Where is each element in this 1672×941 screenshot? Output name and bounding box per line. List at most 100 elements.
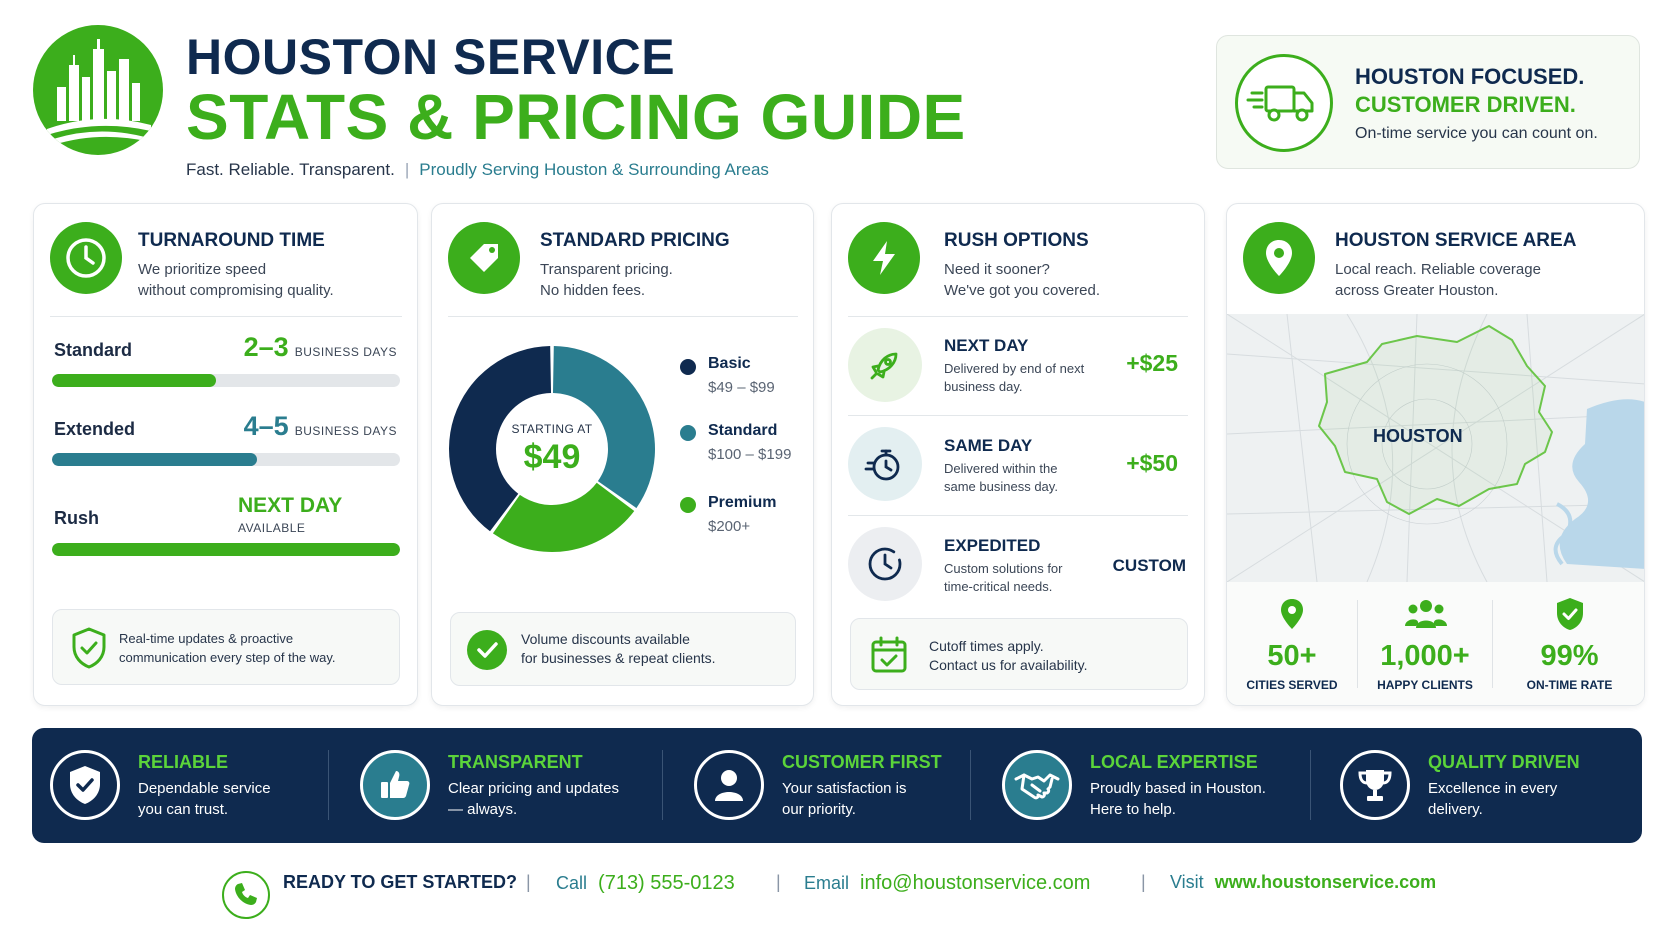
footer-separator: | [776, 872, 781, 892]
turnaround-subtitle-line1: We prioritize speed [138, 261, 267, 278]
turnaround-note-text: Real-time updates & proactive communicat… [119, 629, 336, 667]
footer-call[interactable]: Call (713) 555-0123 [556, 872, 735, 895]
pricing-note: Volume discounts available for businesse… [450, 612, 796, 686]
value-desc-line1: Dependable service [138, 780, 271, 797]
map-pin-icon [1279, 598, 1305, 635]
pricing-note-line1: Volume discounts available [521, 631, 690, 647]
focus-text: On-time service you can count on. [1355, 125, 1598, 142]
trophy-icon [1340, 750, 1410, 820]
houston-map[interactable]: HOUSTON [1227, 314, 1644, 582]
shield-check-icon [50, 750, 120, 820]
focus-subheading: CUSTOMER DRIVEN. [1355, 92, 1576, 117]
legend-name: Basic [708, 355, 751, 372]
turnaround-note-line1: Real-time updates & proactive [119, 631, 294, 646]
pricing-subtitle: Transparent pricing. No hidden fees. [540, 259, 673, 301]
pricing-note-line2: for businesses & repeat clients. [521, 650, 716, 666]
stat-divider [1357, 600, 1358, 688]
footer-email[interactable]: Email info@houstonservice.com [804, 872, 1090, 895]
legend-dot [680, 425, 696, 441]
value-separator [1310, 750, 1311, 820]
value-desc-line1: Excellence in every [1428, 780, 1558, 797]
cta-text: READY TO GET STARTED? [283, 872, 518, 892]
service-area-subtitle: Local reach. Reliable coverage across Gr… [1335, 259, 1541, 301]
value-desc-line1: Clear pricing and updates [448, 780, 619, 797]
service-area-tagline: Proudly Serving Houston & Surrounding Ar… [419, 160, 769, 179]
value-desc: Dependable service you can trust. [138, 778, 271, 820]
rush-note: Cutoff times apply. Contact us for avail… [850, 618, 1188, 690]
rush-note-line2: Contact us for availability. [929, 657, 1088, 673]
value-desc-line2: delivery. [1428, 801, 1483, 818]
pricing-title: STANDARD PRICING [540, 230, 730, 251]
phone-icon[interactable] [222, 871, 270, 919]
values-band: RELIABLE Dependable service you can trus… [32, 728, 1642, 843]
donut-slice-basic [449, 346, 552, 532]
legend-dot [680, 359, 696, 375]
service-area-card: HOUSTON SERVICE AREA Local reach. Reliab… [1226, 203, 1645, 706]
clock-icon [848, 527, 922, 601]
rush-option-desc-line1: Delivered within the [944, 461, 1058, 476]
legend-range: $49 – $99 [708, 379, 775, 396]
shield-check-icon [69, 626, 109, 675]
phone-number-link[interactable]: (713) 555-0123 [598, 872, 735, 894]
rush-option-desc: Delivered by end of next business day. [944, 360, 1084, 396]
rush-subtitle: Need it sooner? We've got you covered. [944, 259, 1100, 301]
tagline-text: Fast. Reliable. Transparent. [186, 160, 395, 179]
lightning-icon [848, 222, 920, 294]
donut-slice-premium [492, 482, 635, 552]
rush-title: RUSH OPTIONS [944, 230, 1089, 251]
tagline: Fast. Reliable. Transparent. | Proudly Ser… [186, 160, 769, 180]
focus-card: HOUSTON FOCUSED. CUSTOMER DRIVEN. On-tim… [1216, 35, 1640, 169]
clock-icon [50, 222, 122, 294]
rush-subtitle-line2: We've got you covered. [944, 282, 1101, 299]
delivery-truck-icon [1235, 54, 1333, 152]
stat-on-time: 99% ON-TIME RATE [1493, 582, 1644, 705]
value-title: QUALITY DRIVEN [1428, 752, 1580, 772]
page-title-line1: HOUSTON SERVICE [186, 29, 676, 85]
focus-heading: HOUSTON FOCUSED. [1355, 64, 1585, 89]
value-separator [970, 750, 971, 820]
rush-option-desc-line1: Custom solutions for [944, 561, 1063, 576]
footer-separator: | [1141, 872, 1146, 892]
rush-option-price: +$25 [1126, 350, 1178, 376]
value-desc-line2: you can trust. [138, 801, 229, 818]
donut-center-value: $49 [523, 438, 581, 476]
rush-option-price: +$50 [1126, 450, 1178, 476]
legend-name: Premium [708, 494, 777, 511]
legend-name: Standard [708, 422, 778, 439]
turnaround-row-label: Extended [54, 419, 136, 439]
value-title: TRANSPARENT [448, 752, 583, 772]
rush-subtitle-line1: Need it sooner? [944, 261, 1050, 278]
stat-clients: 1,000+ HAPPY CLIENTS [1358, 582, 1492, 705]
turnaround-row-label: Standard [54, 340, 133, 360]
stat-label: ON-TIME RATE [1526, 678, 1613, 692]
rush-note-text: Cutoff times apply. Contact us for avail… [929, 637, 1087, 675]
pricing-subtitle-line1: Transparent pricing. [540, 261, 673, 278]
website-link[interactable]: www.houstonservice.com [1214, 872, 1437, 892]
map-city-label: HOUSTON [1373, 426, 1463, 446]
person-icon [694, 750, 764, 820]
standard-progress-fill [52, 374, 216, 387]
rush-option-price: CUSTOM [1112, 556, 1186, 575]
rush-option-title: NEXT DAY [944, 336, 1029, 355]
footer-website[interactable]: Visit www.houstonservice.com [1170, 872, 1436, 893]
turnaround-title: TURNAROUND TIME [138, 230, 325, 251]
email-link[interactable]: info@houstonservice.com [860, 872, 1091, 894]
rush-option-title: SAME DAY [944, 436, 1033, 455]
divider [848, 515, 1188, 516]
tagline-separator: | [404, 160, 410, 179]
rush-progress-fill [52, 543, 400, 556]
service-stats: 50+ CITIES SERVED 1,000+ HAPPY CLIENTS 9… [1227, 582, 1644, 705]
stat-value: 99% [1540, 640, 1599, 672]
rush-option-desc-line2: same business day. [944, 479, 1058, 494]
value-desc: Proudly based in Houston. Here to help. [1090, 778, 1266, 820]
divider [848, 316, 1188, 317]
rush-option-desc-line2: time-critical needs. [944, 579, 1053, 594]
pricing-note-text: Volume discounts available for businesse… [521, 630, 716, 668]
rush-unit: AVAILABLE [238, 521, 306, 535]
value-desc-line2: our priority. [782, 801, 856, 818]
stat-value: 50+ [1267, 640, 1317, 672]
handshake-icon [1002, 750, 1072, 820]
rush-option-desc-line2: business day. [944, 379, 1023, 394]
legend-range: $100 – $199 [708, 446, 792, 463]
extended-days-value: 4–5 [243, 411, 289, 441]
